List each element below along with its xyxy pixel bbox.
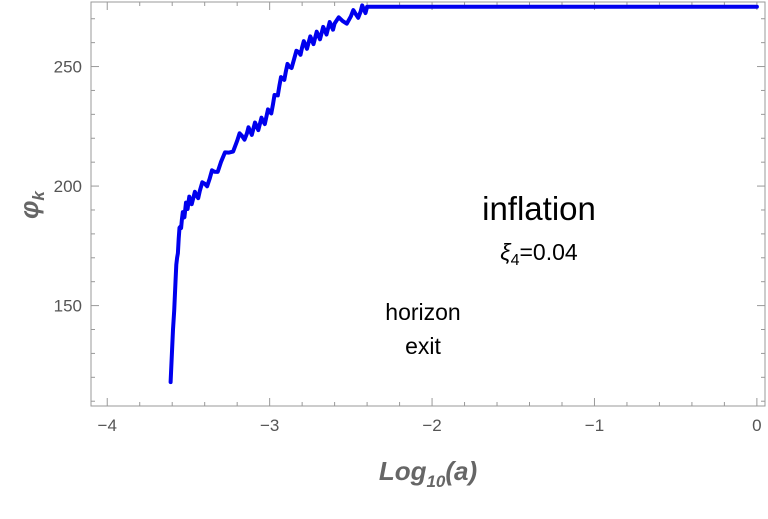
annotation-xi-symbol: ξ [500,239,512,265]
x-tick-label: −2 [422,416,441,435]
annotation-xi-subscript: 4 [511,252,520,269]
x-tick-label: 0 [752,416,761,435]
x-tick-label: −4 [98,416,117,435]
annotation-xi: ξ4=0.04 [500,239,578,269]
y-tick-label: 200 [54,177,82,196]
x-axis-title-rest: (a) [445,456,477,486]
x-tick-label: −1 [585,416,604,435]
series-layer [168,3,759,385]
x-axis-title: Log10(a) [379,456,477,491]
annotation-inflation: inflation [482,190,596,227]
x-tick-label: −3 [260,416,279,435]
y-axis-title-base: φ [14,201,44,219]
y-axis-title: φk [14,190,48,219]
annotation-xi-value: =0.04 [519,239,577,265]
annotation-horizon: horizon [385,299,460,325]
y-axis-title-subscript: k [29,190,48,201]
series-line-0 [168,3,759,385]
x-axis-title-base: Log [379,456,427,486]
axis-tick-labels: −4 −3 −2 −1 0 150 200 250 [54,58,762,435]
annotation-exit: exit [405,333,441,359]
x-axis-title-subscript: 10 [426,472,445,491]
y-tick-label: 250 [54,58,82,77]
y-tick-label: 150 [54,297,82,316]
plot-frame [90,1,766,407]
